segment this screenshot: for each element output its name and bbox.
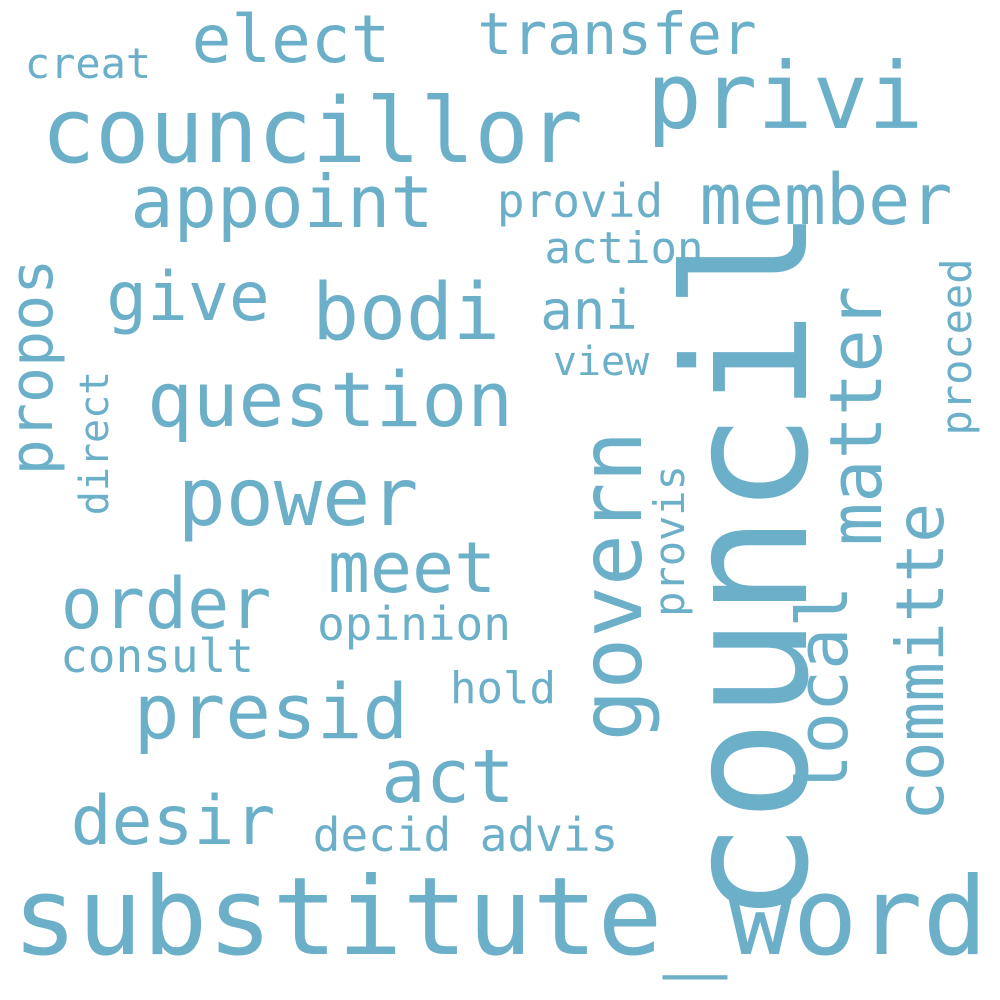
word-order: order [60,563,272,645]
word-direct: direct [72,370,118,516]
word-decid: decid [312,808,452,862]
word-creat: creat [24,39,152,88]
word-consult: consult [60,629,254,683]
word-desir: desir [70,782,276,861]
word-power: power [177,451,419,544]
word-hold: hold [450,663,556,714]
word-opinion: opinion [317,597,511,651]
word-ani: ani [540,279,638,342]
word-bodi: bodi [312,268,500,358]
word-elect: elect [191,1,391,78]
word-privi: privi [646,43,924,150]
word-act: act [381,734,515,820]
word-provis: provis [645,465,694,617]
word-provid: provid [496,174,664,228]
word-propos: propos [0,258,67,476]
word-local: local [782,585,864,797]
word-councillor: councillor [41,79,583,184]
word-view: view [552,339,650,385]
word-transfer: transfer [477,0,757,68]
word-advis: advis [479,808,619,862]
word-member: member [699,159,953,241]
word-committe: committe [882,503,959,821]
word-appoint: appoint [130,160,434,244]
word-give: give [106,258,270,337]
word-govern: govern [562,430,662,742]
word-meet: meet [327,527,497,609]
word-question: question [146,355,514,444]
word-presid: presid [133,667,409,756]
word-proceed: proceed [932,258,981,436]
word-substitute-word: substitute_word [12,855,988,980]
word-action: action [544,223,704,274]
